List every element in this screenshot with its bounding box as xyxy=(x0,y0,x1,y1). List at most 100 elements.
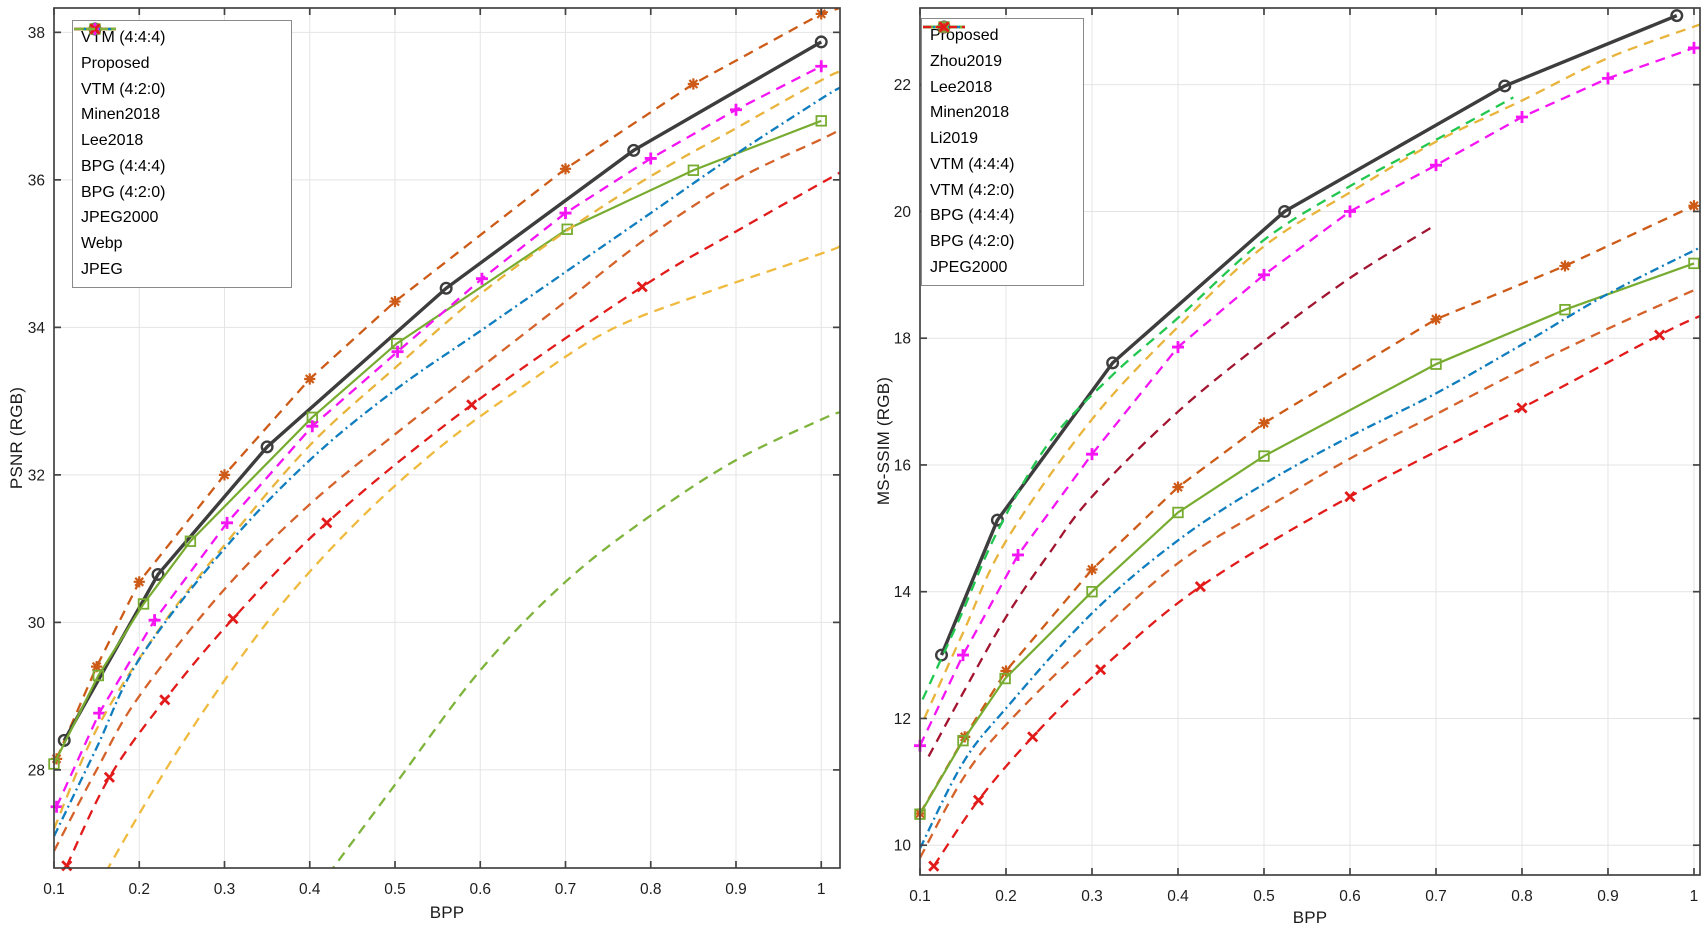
plus-marker xyxy=(815,60,828,73)
square-marker xyxy=(561,223,573,235)
legend-entry-vtm-4-4-4-: VTM (4:4:4) xyxy=(923,21,1075,177)
x-marker xyxy=(928,860,940,872)
plus-marker xyxy=(1429,159,1442,172)
legend-line-sample xyxy=(923,21,965,33)
y-tick-label: 10 xyxy=(894,838,912,855)
star-marker-center xyxy=(393,299,397,304)
msssim-series-lee2018 xyxy=(923,23,1700,719)
legend-label: BPG (4:2:0) xyxy=(930,232,1015,250)
series-line xyxy=(55,65,822,808)
star-marker-center xyxy=(137,580,141,584)
legend-entry-lee2018: Lee2018 xyxy=(74,27,283,154)
circle-marker xyxy=(1670,9,1684,23)
psnr-frame xyxy=(53,7,841,869)
legend-label: Minen2018 xyxy=(81,106,161,124)
y-tick-label: 34 xyxy=(28,320,46,337)
psnr-series-bpg-4-2-0- xyxy=(54,128,840,852)
y-tick-label: 28 xyxy=(28,762,45,779)
x-tick-label: 0.5 xyxy=(1253,888,1275,905)
series-line xyxy=(923,23,1700,719)
plus-marker xyxy=(391,345,404,358)
msssim-series-jpeg2000 xyxy=(932,314,1700,867)
x-tick-label: 0.4 xyxy=(299,881,321,898)
legend-entry-vtm-4-2-0-: VTM (4:2:0) xyxy=(923,21,1075,203)
legend-label: Lee2018 xyxy=(930,78,993,96)
y-tick-label: 36 xyxy=(28,172,45,189)
x-tick-label: 0.8 xyxy=(640,881,662,898)
legend-entry-bpg-4-2-0-: BPG (4:2:0) xyxy=(74,27,283,205)
msssim-series-vtm-4-2-0- xyxy=(920,262,1695,815)
star-marker-center xyxy=(1004,669,1008,673)
x-marker xyxy=(938,21,950,33)
x-marker xyxy=(466,399,478,411)
legend-label: JPEG2000 xyxy=(930,258,1008,276)
star-marker-center xyxy=(1090,567,1094,572)
square-marker xyxy=(1688,257,1700,270)
circle-marker xyxy=(1498,79,1512,93)
plot-border xyxy=(919,7,1701,876)
x-tick-label: 0.1 xyxy=(43,881,65,898)
legend-entry-jpeg2000: JPEG2000 xyxy=(923,21,1075,280)
msssim-series-minen2018 xyxy=(920,46,1695,747)
plus-marker xyxy=(50,800,63,813)
x-tick-label: 0.4 xyxy=(1167,888,1189,905)
square-marker xyxy=(1172,506,1184,519)
psnr-series-lee2018 xyxy=(54,70,840,830)
plus-marker xyxy=(1515,111,1528,124)
x-marker xyxy=(1653,329,1666,341)
series-line xyxy=(62,40,823,742)
x-marker xyxy=(636,281,648,293)
psnr-series-vtm-4-4-4- xyxy=(55,8,840,760)
psnr-series-minen2018 xyxy=(55,65,822,808)
legend-entry-bpg-4-2-0-: BPG (4:2:0) xyxy=(923,25,1075,254)
plus-marker xyxy=(1601,72,1614,85)
legend-line-sample xyxy=(74,27,116,31)
x-tick-label: 0.6 xyxy=(1339,888,1361,905)
x-marker xyxy=(1027,731,1039,743)
y-tick-label: 18 xyxy=(894,331,911,348)
msssim-series-vtm-4-4-4- xyxy=(920,204,1695,815)
series-line xyxy=(921,96,1514,700)
plus-marker xyxy=(1012,548,1025,561)
x-tick-label: 0.3 xyxy=(1081,888,1103,905)
legend-label: BPG (4:4:4) xyxy=(930,207,1015,225)
x-marker xyxy=(1095,664,1107,676)
plus-marker xyxy=(559,207,572,220)
x-tick-label: 0.2 xyxy=(128,881,150,898)
psnr-y-axis-label: PSNR (RGB) xyxy=(7,386,26,490)
circle-marker xyxy=(151,567,165,581)
x-marker xyxy=(227,613,239,625)
x-tick-label: 0.3 xyxy=(214,881,236,898)
x-tick-label: 0.1 xyxy=(909,888,931,905)
x-marker xyxy=(159,694,171,706)
y-tick-label: 20 xyxy=(894,204,912,221)
legend-entry-zhou2019: Zhou2019 xyxy=(923,25,1075,74)
series-line xyxy=(939,14,1678,656)
psnr-x-axis-label: BPP xyxy=(429,903,465,922)
legend-entry-bpg-4-4-4-: BPG (4:4:4) xyxy=(923,25,1075,229)
msssim-series-li2019 xyxy=(927,223,1437,758)
star-marker-center xyxy=(95,665,99,669)
legend-label: Minen2018 xyxy=(930,104,1010,122)
circle-marker xyxy=(1278,204,1292,218)
series-line xyxy=(927,223,1437,758)
square-marker xyxy=(687,164,700,176)
msssim-series-bpg-4-4-4- xyxy=(920,246,1700,849)
legend-entry-minen2018: Minen2018 xyxy=(923,21,1075,126)
legend-label: Lee2018 xyxy=(81,132,144,150)
msssim-series-bpg-4-2-0- xyxy=(920,286,1700,859)
series-line xyxy=(932,314,1700,867)
x-tick-label: 1 xyxy=(817,881,826,898)
y-tick-label: 30 xyxy=(28,615,46,632)
square-marker xyxy=(137,598,150,610)
legend-entry-minen2018: Minen2018 xyxy=(74,23,283,128)
msssim-series-zhou2019 xyxy=(921,96,1514,700)
star-marker-center xyxy=(222,473,227,477)
plus-marker xyxy=(1086,448,1098,461)
y-tick-label: 38 xyxy=(28,25,45,42)
square-marker xyxy=(1086,586,1098,598)
series-line xyxy=(54,70,840,830)
plus-marker xyxy=(221,516,234,529)
psnr-series-jpeg xyxy=(331,411,840,868)
square-marker xyxy=(999,672,1011,685)
